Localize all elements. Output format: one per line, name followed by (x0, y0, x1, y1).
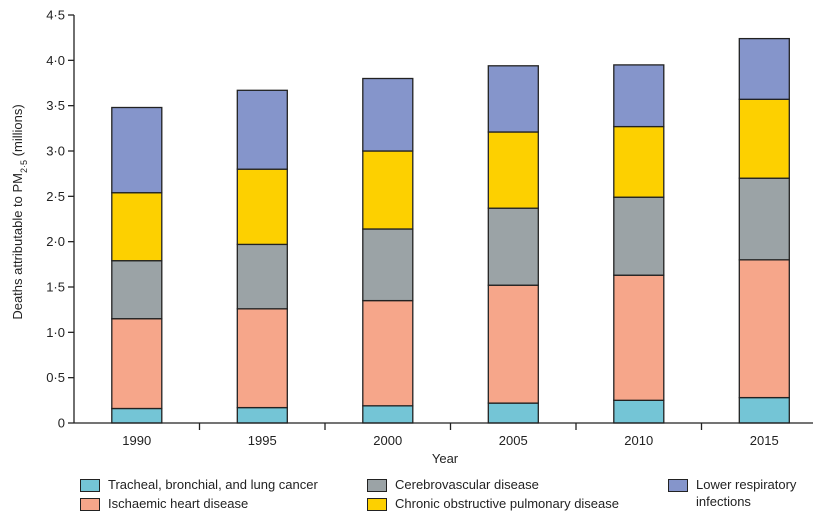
bar-segment (738, 259, 790, 399)
y-tick-label: 1·0 (46, 325, 65, 340)
x-tick-label: 2000 (373, 433, 402, 448)
y-tick-label: 1·5 (46, 280, 65, 295)
x-tick-label: 1990 (122, 433, 151, 448)
bar-segment (487, 207, 539, 286)
y-tick-label: 3·5 (46, 98, 65, 113)
y-tick-label: 4·0 (46, 53, 65, 68)
bar-segment (236, 168, 288, 246)
y-tick-label: 3·0 (46, 144, 65, 159)
bar-segment (738, 396, 790, 424)
bar-segment (487, 65, 539, 133)
x-tick-label: 2005 (499, 433, 528, 448)
bar-segment (111, 318, 163, 410)
bar-segment (613, 125, 665, 198)
bar-segment (236, 308, 288, 409)
bar-segment (111, 407, 163, 424)
bar-segment (236, 243, 288, 310)
bar-segment (362, 150, 414, 230)
axes-group: 0 0·5 1·0 1·5 2·0 2·5 3·0 3·5 4·0 4·5 1990 1995 2000… (46, 8, 813, 448)
bar-segment (613, 196, 665, 276)
bar-segment (236, 406, 288, 424)
bar-segment (487, 284, 539, 404)
x-tick-label: 2010 (624, 433, 653, 448)
bar-segment (362, 299, 414, 407)
x-tick-label: 2015 (750, 433, 779, 448)
bar-segment (362, 405, 414, 424)
y-tick-label: 2·0 (46, 234, 65, 249)
bar-segment (487, 131, 539, 209)
bar-segment (487, 402, 539, 424)
y-tick-label: 2·5 (46, 189, 65, 204)
bar-segment (111, 260, 163, 320)
y-tick-label: 0·5 (46, 370, 65, 385)
bar-segment (111, 106, 163, 194)
x-tick-label: 1995 (248, 433, 277, 448)
bar-segment (738, 98, 790, 179)
y-axis-label: Deaths attributable to PM2·5 (millions) (10, 104, 29, 319)
bars-group (111, 37, 790, 424)
bar-segment (613, 399, 665, 424)
y-tick-label: 0 (58, 416, 65, 431)
bar-segment (738, 37, 790, 100)
bar-segment (236, 89, 288, 170)
bar-segment (613, 64, 665, 128)
bar-segment (362, 77, 414, 152)
y-tick-label: 4·5 (46, 8, 65, 23)
bar-segment (362, 228, 414, 302)
bar-segment (111, 192, 163, 262)
x-axis-label: Year (432, 451, 459, 466)
bar-segment (613, 274, 665, 401)
bar-segment (738, 177, 790, 261)
